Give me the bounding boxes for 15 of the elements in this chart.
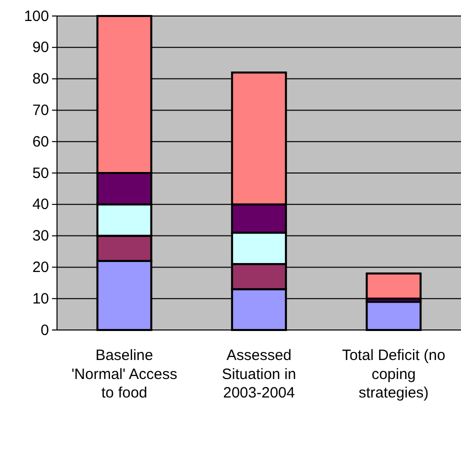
y-tick-label: 20 bbox=[32, 259, 49, 276]
y-tick-label: 90 bbox=[32, 39, 49, 56]
y-tick-label: 10 bbox=[32, 290, 49, 308]
y-tick-label: 100 bbox=[24, 8, 49, 25]
y-tick-label: 70 bbox=[32, 102, 49, 119]
y-tick-label: 80 bbox=[32, 70, 49, 88]
bar bbox=[366, 300, 422, 331]
y-tick-label: 40 bbox=[32, 196, 49, 214]
y-tick-label: 30 bbox=[32, 228, 49, 245]
y-tick-label: 60 bbox=[32, 133, 49, 150]
y-tick-label: 0 bbox=[40, 322, 49, 339]
x-tick-label: Total Deficit (no coping strategies) bbox=[342, 347, 446, 402]
x-tick-label: Assessed Situation in 2003-2004 bbox=[222, 347, 296, 402]
x-tick-label: Baseline 'Normal' Access to food bbox=[71, 347, 178, 402]
y-tick-label: 50 bbox=[32, 164, 49, 182]
